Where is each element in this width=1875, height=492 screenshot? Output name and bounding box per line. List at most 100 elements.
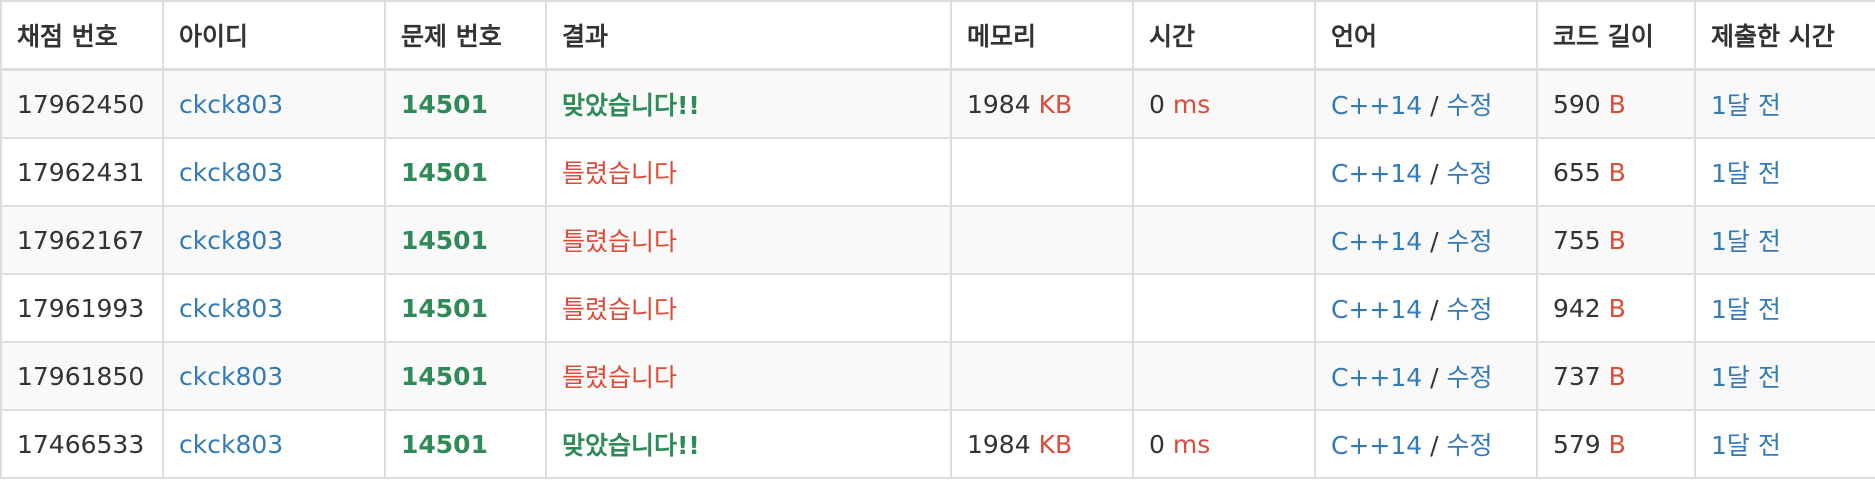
code-length-unit: B bbox=[1608, 89, 1626, 119]
table-row: 17962450 ckck803 14501 맞았습니다!! 1984 KB 0… bbox=[0, 68, 1875, 139]
edit-link[interactable]: 수정 bbox=[1446, 363, 1493, 392]
header-problem-id: 문제 번호 bbox=[384, 0, 547, 71]
code-length-value: 737 bbox=[1553, 361, 1601, 391]
code-length-unit: B bbox=[1608, 157, 1626, 187]
language-link[interactable]: C++14 bbox=[1331, 295, 1423, 324]
submission-id: 17962167 bbox=[0, 205, 164, 275]
problem-id-cell: 14501 bbox=[384, 68, 547, 139]
result-text: 틀렸습니다 bbox=[562, 363, 678, 392]
time-value: 0 bbox=[1149, 89, 1165, 119]
result-text: 맞았습니다!! bbox=[562, 431, 700, 460]
time-value: 0 bbox=[1149, 429, 1165, 459]
time-unit: ms bbox=[1172, 429, 1211, 459]
memory-cell bbox=[950, 341, 1134, 411]
language-link[interactable]: C++14 bbox=[1331, 227, 1423, 256]
table-row: 17961993 ckck803 14501 틀렸습니다 C++14 / 수정 … bbox=[0, 273, 1875, 343]
problem-id-cell: 14501 bbox=[384, 273, 547, 343]
submitted-time-link[interactable]: 1달 전 bbox=[1711, 363, 1781, 392]
problem-id-cell: 14501 bbox=[384, 137, 547, 207]
table-row: 17962431 ckck803 14501 틀렸습니다 C++14 / 수정 … bbox=[0, 137, 1875, 207]
problem-id-link[interactable]: 14501 bbox=[401, 225, 488, 255]
submission-status-table: 채점 번호 아이디 문제 번호 결과 메모리 시간 언어 코드 길이 제출한 시… bbox=[0, 0, 1875, 479]
submitted-time-link[interactable]: 1달 전 bbox=[1711, 91, 1781, 120]
header-result: 결과 bbox=[545, 0, 952, 71]
language-separator: / bbox=[1430, 91, 1439, 120]
result-cell: 틀렸습니다 bbox=[545, 273, 952, 343]
submitted-time-link[interactable]: 1달 전 bbox=[1711, 227, 1781, 256]
header-user-id: 아이디 bbox=[162, 0, 386, 71]
language-link[interactable]: C++14 bbox=[1331, 363, 1423, 392]
problem-id-link[interactable]: 14501 bbox=[401, 361, 488, 391]
user-id-cell: ckck803 bbox=[162, 273, 386, 343]
user-id-link[interactable]: ckck803 bbox=[179, 361, 284, 391]
submitted-time-cell: 1달 전 bbox=[1694, 137, 1875, 207]
problem-id-link[interactable]: 14501 bbox=[401, 429, 488, 459]
language-cell: C++14 / 수정 bbox=[1314, 409, 1538, 479]
submitted-time-link[interactable]: 1달 전 bbox=[1711, 431, 1781, 460]
code-length-value: 655 bbox=[1553, 157, 1601, 187]
user-id-cell: ckck803 bbox=[162, 137, 386, 207]
code-length-value: 590 bbox=[1553, 89, 1601, 119]
language-cell: C++14 / 수정 bbox=[1314, 137, 1538, 207]
problem-id-link[interactable]: 14501 bbox=[401, 293, 488, 323]
language-cell: C++14 / 수정 bbox=[1314, 205, 1538, 275]
user-id-link[interactable]: ckck803 bbox=[179, 157, 284, 187]
result-cell: 틀렸습니다 bbox=[545, 137, 952, 207]
memory-cell bbox=[950, 205, 1134, 275]
edit-link[interactable]: 수정 bbox=[1446, 227, 1493, 256]
time-cell bbox=[1132, 341, 1316, 411]
edit-link[interactable]: 수정 bbox=[1446, 431, 1493, 460]
problem-id-link[interactable]: 14501 bbox=[401, 157, 488, 187]
language-cell: C++14 / 수정 bbox=[1314, 273, 1538, 343]
language-separator: / bbox=[1430, 363, 1439, 392]
table-row: 17961850 ckck803 14501 틀렸습니다 C++14 / 수정 … bbox=[0, 341, 1875, 411]
user-id-link[interactable]: ckck803 bbox=[179, 429, 284, 459]
time-cell: 0 ms bbox=[1132, 68, 1316, 139]
submitted-time-cell: 1달 전 bbox=[1694, 409, 1875, 479]
memory-value: 1984 bbox=[967, 89, 1031, 119]
edit-link[interactable]: 수정 bbox=[1446, 91, 1493, 120]
language-link[interactable]: C++14 bbox=[1331, 159, 1423, 188]
edit-link[interactable]: 수정 bbox=[1446, 295, 1493, 324]
language-separator: / bbox=[1430, 159, 1439, 188]
code-length-cell: 737 B bbox=[1536, 341, 1696, 411]
result-text: 맞았습니다!! bbox=[562, 91, 700, 120]
language-link[interactable]: C++14 bbox=[1331, 431, 1423, 460]
submitted-time-cell: 1달 전 bbox=[1694, 273, 1875, 343]
submission-id: 17962431 bbox=[0, 137, 164, 207]
user-id-link[interactable]: ckck803 bbox=[179, 293, 284, 323]
result-cell: 맞았습니다!! bbox=[545, 68, 952, 139]
language-separator: / bbox=[1430, 227, 1439, 256]
user-id-link[interactable]: ckck803 bbox=[179, 225, 284, 255]
code-length-cell: 755 B bbox=[1536, 205, 1696, 275]
language-cell: C++14 / 수정 bbox=[1314, 341, 1538, 411]
table-row: 17466533 ckck803 14501 맞았습니다!! 1984 KB 0… bbox=[0, 409, 1875, 479]
code-length-value: 579 bbox=[1553, 429, 1601, 459]
submission-id: 17466533 bbox=[0, 409, 164, 479]
memory-cell: 1984 KB bbox=[950, 409, 1134, 479]
user-id-link[interactable]: ckck803 bbox=[179, 89, 284, 119]
memory-cell bbox=[950, 137, 1134, 207]
user-id-cell: ckck803 bbox=[162, 341, 386, 411]
code-length-cell: 590 B bbox=[1536, 68, 1696, 139]
header-submitted-time: 제출한 시간 bbox=[1694, 0, 1875, 71]
memory-unit: KB bbox=[1038, 429, 1073, 459]
edit-link[interactable]: 수정 bbox=[1446, 159, 1493, 188]
language-link[interactable]: C++14 bbox=[1331, 91, 1423, 120]
submitted-time-link[interactable]: 1달 전 bbox=[1711, 295, 1781, 324]
submission-id: 17961850 bbox=[0, 341, 164, 411]
language-separator: / bbox=[1430, 431, 1439, 460]
time-unit: ms bbox=[1172, 89, 1211, 119]
table-header-row: 채점 번호 아이디 문제 번호 결과 메모리 시간 언어 코드 길이 제출한 시… bbox=[0, 0, 1875, 71]
result-text: 틀렸습니다 bbox=[562, 227, 678, 256]
code-length-unit: B bbox=[1608, 361, 1626, 391]
result-text: 틀렸습니다 bbox=[562, 295, 678, 324]
submitted-time-link[interactable]: 1달 전 bbox=[1711, 159, 1781, 188]
time-cell bbox=[1132, 273, 1316, 343]
problem-id-link[interactable]: 14501 bbox=[401, 89, 488, 119]
header-time: 시간 bbox=[1132, 0, 1316, 71]
result-cell: 틀렸습니다 bbox=[545, 341, 952, 411]
header-memory: 메모리 bbox=[950, 0, 1134, 71]
user-id-cell: ckck803 bbox=[162, 409, 386, 479]
header-language: 언어 bbox=[1314, 0, 1538, 71]
